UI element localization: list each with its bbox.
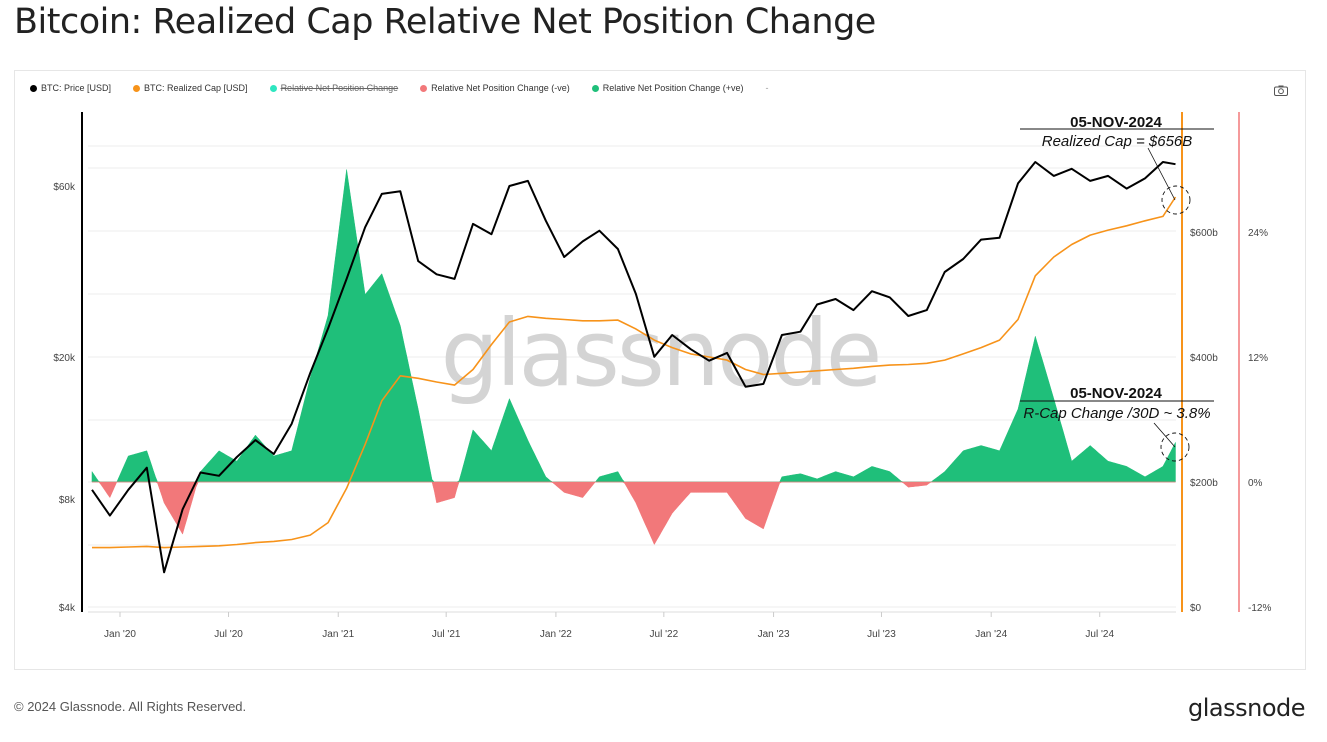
x-tick-label: Jul '23 [867, 629, 896, 640]
realized-cap-tick-label: $0 [1190, 603, 1202, 614]
relative-change-tick-label: 12% [1248, 353, 1268, 364]
chart-container [14, 70, 1306, 670]
x-tick-label: Jan '22 [540, 629, 572, 640]
legend-item[interactable]: Relative Net Position Change (-ve) [420, 83, 570, 93]
annotation-leader-line [1153, 422, 1176, 448]
price-line [91, 161, 1176, 574]
legend-item[interactable]: BTC: Realized Cap [USD] [133, 83, 248, 93]
legend-label: BTC: Price [USD] [41, 83, 112, 93]
watermark: glassnode [441, 300, 880, 407]
legend: BTC: Price [USD] BTC: Realized Cap [USD] R… [30, 83, 769, 93]
price-tick-label: $60k [53, 182, 76, 193]
page-title: Bitcoin: Realized Cap Relative Net Posit… [14, 2, 876, 42]
annotation-highlight-circle [1161, 185, 1191, 215]
legend-item[interactable]: Relative Net Position Change (+ve) [591, 83, 744, 93]
relative-change-tick-label: 0% [1248, 478, 1263, 489]
copyright: © 2024 Glassnode. All Rights Reserved. [14, 699, 247, 714]
x-tick-label: Jul '20 [214, 629, 243, 640]
legend-dot-icon [420, 84, 428, 92]
realized-cap-tick-label: $600b [1190, 228, 1218, 239]
x-tick-label: Jan '23 [758, 629, 790, 640]
legend-label: - [765, 83, 769, 93]
legend-dot-icon [30, 84, 37, 92]
legend-item[interactable]: Relative Net Position Change [269, 83, 399, 93]
legend-label: Relative Net Position Change (-ve) [431, 83, 570, 93]
legend-item[interactable]: BTC: Price [USD] [30, 83, 111, 93]
annotation-highlight-circle [1160, 432, 1190, 462]
x-tick-label: Jul '24 [1085, 629, 1114, 640]
annotation-text: Realized Cap = $656B [1042, 133, 1193, 150]
relative-change-tick-label: 24% [1248, 228, 1268, 239]
price-tick-label: $20k [53, 353, 76, 364]
x-tick-label: Jul '21 [432, 629, 461, 640]
realized-cap-tick-label: $200b [1190, 478, 1218, 489]
price-tick-label: $4k [59, 603, 76, 614]
realized-cap-line [92, 196, 1177, 549]
annotation-text: R-Cap Change /30D ~ 3.8% [1023, 405, 1210, 422]
relative-change-tick-label: -12% [1248, 603, 1271, 614]
annotation-date: 05-NOV-2024 [1070, 114, 1162, 131]
camera-icon[interactable] [1274, 85, 1288, 96]
annotation-leader-line [1147, 147, 1176, 201]
x-tick-label: Jan '24 [975, 629, 1007, 640]
x-tick-label: Jul '22 [650, 629, 679, 640]
annotation-date: 05-NOV-2024 [1070, 385, 1162, 402]
legend-label: Relative Net Position Change (+ve) [602, 83, 744, 93]
legend-label: Relative Net Position Change [280, 83, 399, 93]
realized-cap-tick-label: $400b [1190, 353, 1218, 364]
legend-dot-icon [269, 84, 277, 92]
glassnode-logo: glassnode [1187, 694, 1306, 722]
legend-dot-icon [591, 84, 599, 92]
legend-item[interactable]: - [766, 83, 769, 93]
x-tick-label: Jan '20 [104, 629, 136, 640]
legend-label: BTC: Realized Cap [USD] [144, 83, 248, 93]
price-tick-label: $8k [59, 495, 76, 506]
x-tick-label: Jan '21 [322, 629, 354, 640]
negative-change-area [91, 481, 1176, 546]
legend-dot-icon [133, 84, 141, 92]
